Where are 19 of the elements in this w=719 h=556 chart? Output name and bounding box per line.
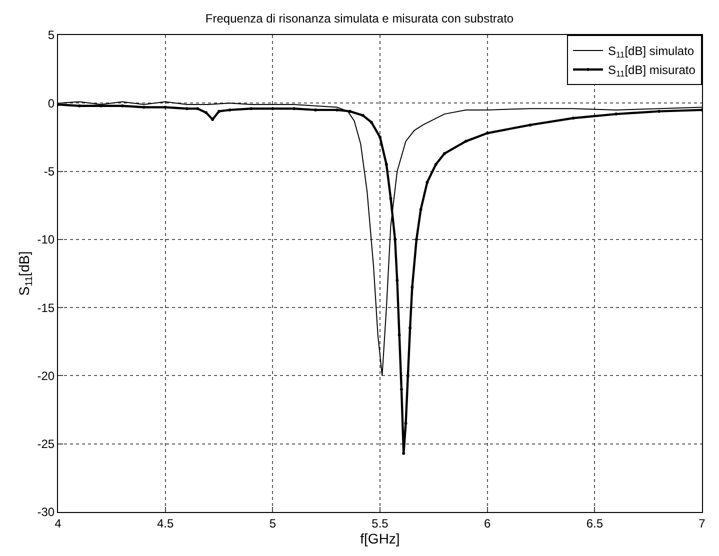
x-tick-label: 6 [484,516,491,530]
y-tick-label: -25 [37,437,55,452]
x-tick-label: 4 [54,516,62,530]
x-tick-label: 5 [269,516,276,530]
y-tick-label: -15 [37,300,55,315]
y-tick-label: -10 [37,232,55,247]
x-axis-title: f[GHz] [360,530,400,547]
x-tick-label: 4.5 [156,516,174,530]
y-tick-label: -20 [37,368,55,383]
x-tick-label: 6.5 [586,516,604,530]
y-tick-label: -30 [37,505,55,520]
y-tick-label: 5 [48,28,55,42]
x-tick-label: 7 [698,516,706,530]
y-tick-label: 0 [48,96,55,110]
legend-label: S$_{11}$[dB] misurato [608,63,696,79]
chart-title: Frequenza di risonanza simulata e misurata con substrato [205,11,514,26]
y-tick-label: -5 [44,164,55,178]
x-tick-label: 5.5 [372,516,389,530]
legend-label: S$_{11}$[dB] simulato [608,44,694,60]
